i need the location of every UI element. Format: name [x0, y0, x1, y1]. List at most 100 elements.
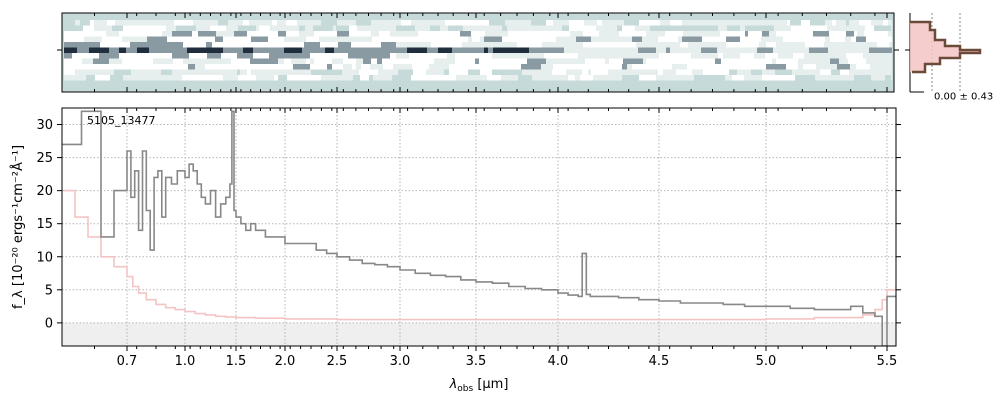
heatmap-cell [395, 58, 398, 64]
y-tick-label: 15 [36, 217, 53, 232]
heatmap-cell [283, 42, 298, 48]
heatmap-cell [342, 25, 349, 31]
heatmap-cell [398, 58, 418, 64]
heatmap-cell [64, 47, 71, 53]
heatmap-cell [182, 75, 197, 81]
heatmap-cell [356, 64, 361, 70]
heatmap-cell [591, 36, 600, 42]
heatmap-cell [427, 75, 439, 81]
heatmap-cell [218, 69, 237, 75]
heatmap-cell [480, 69, 492, 75]
heatmap-cell [624, 20, 639, 26]
heatmap-cell [291, 53, 310, 59]
heatmap-cell [752, 58, 761, 64]
heatmap-cell [502, 25, 507, 31]
heatmap-cell [112, 25, 123, 31]
heatmap-cell [623, 58, 643, 64]
heatmap-cell [632, 64, 652, 70]
heatmap-cell [274, 69, 294, 75]
heatmap-cell [516, 58, 521, 64]
heatmap-cell [719, 20, 723, 26]
heatmap-cell [172, 31, 192, 37]
spectrum-1d-frame [61, 107, 897, 347]
heatmap-cell [772, 58, 776, 64]
y-tick-label: 10 [36, 250, 53, 265]
heatmap-cell [452, 47, 455, 53]
heatmap-cell [766, 42, 776, 48]
heatmap-cell [705, 64, 714, 70]
heatmap-cell [599, 64, 611, 70]
heatmap-cell [237, 69, 240, 75]
heatmap-cell [584, 20, 597, 26]
heatmap-cell [552, 36, 556, 42]
heatmap-cell [377, 58, 382, 64]
heatmap-cell [156, 42, 173, 48]
heatmap-cell [556, 20, 569, 26]
heatmap-cell [688, 42, 704, 48]
heatmap-cell [570, 31, 573, 37]
heatmap-cell [642, 25, 650, 31]
heatmap-cell [99, 53, 119, 59]
heatmap-cell [277, 20, 286, 26]
heatmap-cell [106, 31, 119, 37]
heatmap-cell [803, 64, 816, 70]
heatmap-cell [147, 36, 167, 42]
heatmap-cell [525, 25, 537, 31]
heatmap-cell [740, 53, 754, 59]
heatmap-cell [463, 25, 482, 31]
heatmap-cell [848, 58, 858, 64]
heatmap-cell [444, 42, 462, 48]
heatmap-cell [192, 31, 198, 37]
heatmap-cell [88, 64, 107, 70]
heatmap-cell [715, 58, 721, 64]
heatmap-cell [85, 69, 94, 75]
heatmap-cell [302, 47, 320, 53]
x-tick-label: 1.0 [175, 354, 196, 369]
heatmap-cell [223, 47, 243, 53]
heatmap-cell [326, 31, 337, 37]
heatmap-cell [464, 36, 468, 42]
heatmap-cell [189, 53, 207, 59]
heatmap-cell [553, 20, 556, 26]
heatmap-cell [102, 36, 117, 42]
heatmap-cell [468, 69, 480, 75]
heatmap-cell [447, 53, 450, 59]
heatmap-cell [841, 75, 849, 81]
heatmap-cell [188, 64, 195, 70]
heatmap-cell [528, 31, 538, 37]
heatmap-cell [382, 58, 392, 64]
heatmap-cell [460, 64, 470, 70]
x-tick-label: 5.0 [756, 354, 777, 369]
heatmap-cell [64, 31, 75, 37]
heatmap-cell [193, 20, 198, 26]
heatmap-cell [464, 75, 472, 81]
heatmap-cell [126, 75, 146, 81]
heatmap-cell [212, 42, 224, 48]
heatmap-cell [851, 36, 856, 42]
heatmap-cell [64, 25, 83, 31]
heatmap-cell [250, 58, 262, 64]
heatmap-cell [568, 75, 575, 81]
heatmap-cell [391, 20, 401, 26]
heatmap-cell [166, 25, 176, 31]
heatmap-cell [470, 64, 477, 70]
heatmap-cell [242, 64, 256, 70]
heatmap-cell [173, 42, 183, 48]
heatmap-cell [369, 75, 373, 81]
heatmap-cell [337, 75, 341, 81]
heatmap-cell [591, 47, 598, 53]
heatmap-cell [247, 69, 251, 75]
heatmap-cell [758, 64, 766, 70]
heatmap-cell [119, 31, 130, 37]
heatmap-cell [360, 53, 379, 59]
heatmap-cell [243, 36, 251, 42]
heatmap-cell [189, 36, 206, 42]
heatmap-cell [83, 25, 94, 31]
heatmap-cell [680, 75, 694, 81]
heatmap-cell [243, 20, 249, 26]
heatmap-cell [526, 36, 545, 42]
heatmap-cell [320, 42, 338, 48]
heatmap-cell [618, 53, 633, 59]
heatmap-cell [871, 20, 883, 26]
